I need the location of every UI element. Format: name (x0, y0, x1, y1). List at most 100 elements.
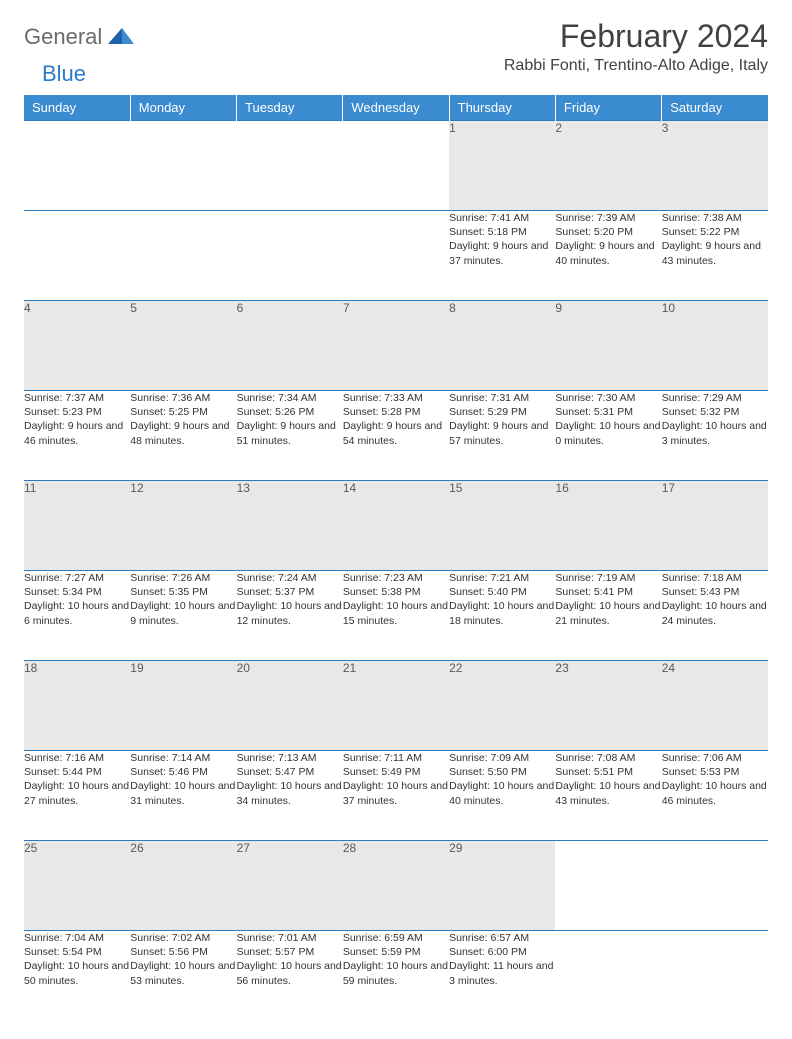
day-content-cell (343, 211, 449, 301)
sunrise-line: Sunrise: 7:38 AM (662, 211, 768, 225)
day-number-cell: 9 (555, 301, 661, 391)
day-content-cell: Sunrise: 7:36 AMSunset: 5:25 PMDaylight:… (130, 391, 236, 481)
sunset-line: Sunset: 5:47 PM (237, 765, 343, 779)
daylight-line: Daylight: 10 hours and 18 minutes. (449, 599, 555, 627)
sunset-line: Sunset: 5:32 PM (662, 405, 768, 419)
day-content-cell: Sunrise: 7:16 AMSunset: 5:44 PMDaylight:… (24, 751, 130, 841)
sunset-line: Sunset: 5:37 PM (237, 585, 343, 599)
day-number-cell: 19 (130, 661, 236, 751)
day-content-cell: Sunrise: 7:38 AMSunset: 5:22 PMDaylight:… (662, 211, 768, 301)
day-content-cell: Sunrise: 7:14 AMSunset: 5:46 PMDaylight:… (130, 751, 236, 841)
daylight-line: Daylight: 9 hours and 51 minutes. (237, 419, 343, 447)
sunrise-line: Sunrise: 7:02 AM (130, 931, 236, 945)
day-number-cell: 1 (449, 121, 555, 211)
daylight-line: Daylight: 9 hours and 43 minutes. (662, 239, 768, 267)
day-number-cell: 4 (24, 301, 130, 391)
daylight-line: Daylight: 10 hours and 3 minutes. (662, 419, 768, 447)
sunrise-line: Sunrise: 7:19 AM (555, 571, 661, 585)
daylight-line: Daylight: 10 hours and 43 minutes. (555, 779, 661, 807)
daynum-row: 2526272829 (24, 841, 768, 931)
day-number-cell: 6 (237, 301, 343, 391)
daylight-line: Daylight: 9 hours and 54 minutes. (343, 419, 449, 447)
content-row: Sunrise: 7:27 AMSunset: 5:34 PMDaylight:… (24, 571, 768, 661)
daylight-line: Daylight: 10 hours and 56 minutes. (237, 959, 343, 987)
day-header: Saturday (662, 95, 768, 121)
day-number-cell (555, 841, 661, 931)
daylight-line: Daylight: 10 hours and 0 minutes. (555, 419, 661, 447)
day-number-cell: 12 (130, 481, 236, 571)
daylight-line: Daylight: 9 hours and 48 minutes. (130, 419, 236, 447)
day-content-cell: Sunrise: 7:21 AMSunset: 5:40 PMDaylight:… (449, 571, 555, 661)
sunrise-line: Sunrise: 7:31 AM (449, 391, 555, 405)
sunrise-line: Sunrise: 7:23 AM (343, 571, 449, 585)
day-number-cell: 20 (237, 661, 343, 751)
sunrise-line: Sunrise: 7:14 AM (130, 751, 236, 765)
sunrise-line: Sunrise: 7:16 AM (24, 751, 130, 765)
sunrise-line: Sunrise: 7:06 AM (662, 751, 768, 765)
day-content-cell: Sunrise: 7:01 AMSunset: 5:57 PMDaylight:… (237, 931, 343, 1021)
day-content-cell: Sunrise: 7:34 AMSunset: 5:26 PMDaylight:… (237, 391, 343, 481)
sunset-line: Sunset: 5:22 PM (662, 225, 768, 239)
sunset-line: Sunset: 5:56 PM (130, 945, 236, 959)
day-content-cell: Sunrise: 7:39 AMSunset: 5:20 PMDaylight:… (555, 211, 661, 301)
daylight-line: Daylight: 9 hours and 40 minutes. (555, 239, 661, 267)
day-content-cell (662, 931, 768, 1021)
month-title: February 2024 (504, 18, 768, 55)
daylight-line: Daylight: 10 hours and 37 minutes. (343, 779, 449, 807)
day-content-cell: Sunrise: 7:23 AMSunset: 5:38 PMDaylight:… (343, 571, 449, 661)
day-number-cell (662, 841, 768, 931)
sunset-line: Sunset: 5:20 PM (555, 225, 661, 239)
daylight-line: Daylight: 9 hours and 46 minutes. (24, 419, 130, 447)
daylight-line: Daylight: 10 hours and 21 minutes. (555, 599, 661, 627)
content-row: Sunrise: 7:16 AMSunset: 5:44 PMDaylight:… (24, 751, 768, 841)
day-number-cell: 8 (449, 301, 555, 391)
sunrise-line: Sunrise: 7:04 AM (24, 931, 130, 945)
day-content-cell: Sunrise: 7:31 AMSunset: 5:29 PMDaylight:… (449, 391, 555, 481)
sunset-line: Sunset: 5:38 PM (343, 585, 449, 599)
daylight-line: Daylight: 10 hours and 50 minutes. (24, 959, 130, 987)
sunrise-line: Sunrise: 7:21 AM (449, 571, 555, 585)
sunset-line: Sunset: 5:18 PM (449, 225, 555, 239)
daylight-line: Daylight: 10 hours and 24 minutes. (662, 599, 768, 627)
logo-text-general: General (24, 24, 102, 50)
daynum-row: 123 (24, 121, 768, 211)
content-row: Sunrise: 7:04 AMSunset: 5:54 PMDaylight:… (24, 931, 768, 1021)
location: Rabbi Fonti, Trentino-Alto Adige, Italy (504, 57, 768, 75)
daynum-row: 45678910 (24, 301, 768, 391)
sunrise-line: Sunrise: 7:08 AM (555, 751, 661, 765)
day-number-cell: 29 (449, 841, 555, 931)
day-content-cell (130, 211, 236, 301)
day-content-cell: Sunrise: 7:37 AMSunset: 5:23 PMDaylight:… (24, 391, 130, 481)
day-content-cell: Sunrise: 7:06 AMSunset: 5:53 PMDaylight:… (662, 751, 768, 841)
sunset-line: Sunset: 5:41 PM (555, 585, 661, 599)
daylight-line: Daylight: 10 hours and 53 minutes. (130, 959, 236, 987)
day-number-cell: 23 (555, 661, 661, 751)
day-header: Friday (555, 95, 661, 121)
logo: General (24, 24, 136, 50)
day-number-cell (24, 121, 130, 211)
day-number-cell: 2 (555, 121, 661, 211)
day-number-cell: 15 (449, 481, 555, 571)
day-number-cell: 16 (555, 481, 661, 571)
sunset-line: Sunset: 5:49 PM (343, 765, 449, 779)
day-content-cell (24, 211, 130, 301)
day-content-cell: Sunrise: 7:19 AMSunset: 5:41 PMDaylight:… (555, 571, 661, 661)
day-number-cell: 18 (24, 661, 130, 751)
daylight-line: Daylight: 10 hours and 59 minutes. (343, 959, 449, 987)
day-number-cell: 27 (237, 841, 343, 931)
sunset-line: Sunset: 5:31 PM (555, 405, 661, 419)
day-content-cell: Sunrise: 6:59 AMSunset: 5:59 PMDaylight:… (343, 931, 449, 1021)
sunrise-line: Sunrise: 7:30 AM (555, 391, 661, 405)
sunset-line: Sunset: 5:43 PM (662, 585, 768, 599)
sunset-line: Sunset: 5:46 PM (130, 765, 236, 779)
sunrise-line: Sunrise: 6:59 AM (343, 931, 449, 945)
sunset-line: Sunset: 5:50 PM (449, 765, 555, 779)
day-content-cell: Sunrise: 7:18 AMSunset: 5:43 PMDaylight:… (662, 571, 768, 661)
day-number-cell: 22 (449, 661, 555, 751)
sunrise-line: Sunrise: 6:57 AM (449, 931, 555, 945)
sunrise-line: Sunrise: 7:09 AM (449, 751, 555, 765)
day-number-cell: 3 (662, 121, 768, 211)
day-number-cell: 25 (24, 841, 130, 931)
sunset-line: Sunset: 5:57 PM (237, 945, 343, 959)
sunrise-line: Sunrise: 7:11 AM (343, 751, 449, 765)
